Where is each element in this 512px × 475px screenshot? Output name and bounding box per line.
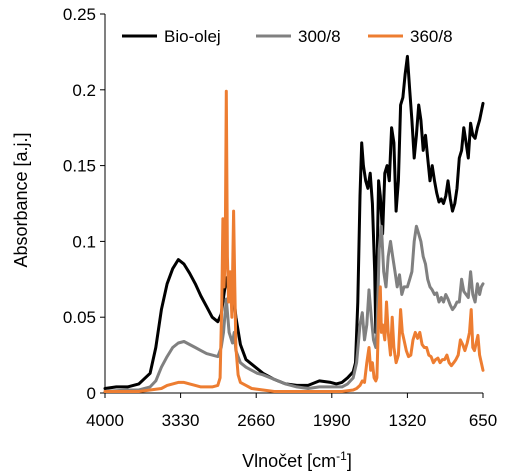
legend-label: 360/8 [410,27,453,46]
y-tick-label: 0.2 [72,81,96,100]
x-tick-label: 4000 [86,411,124,430]
series-layer [103,54,485,393]
x-tick-label: 2660 [237,411,275,430]
y-tick-label: 0 [87,384,96,403]
y-tick-label: 0.05 [63,308,96,327]
y-tick-label: 0.1 [72,232,96,251]
x-tick-label: 650 [469,411,497,430]
legend-label: Bio-olej [164,27,221,46]
x-axis-title: Vlnočet [cm-1] [242,449,352,471]
x-axis-title-main: Vlnočet [cm [242,451,336,471]
x-tick-label: 1990 [313,411,351,430]
axes: 0 0.05 0.1 0.15 0.2 0.25 4000 3330 2660 1990 1320 6… [63,5,497,430]
x-tick-label: 1320 [388,411,426,430]
x-tick-label: 3330 [162,411,200,430]
series-line-2 [103,89,485,393]
y-axis-title: Absorbance [a.j.] [11,132,31,267]
legend: Bio-olej 300/8 360/8 [122,27,453,46]
y-tick-label: 0.25 [63,5,96,24]
series-line-0 [103,54,485,390]
x-axis-title-superscript: -1 [336,449,347,463]
x-axis-title-end: ] [347,451,352,471]
y-tick-label: 0.15 [63,157,96,176]
legend-label: 300/8 [298,27,341,46]
